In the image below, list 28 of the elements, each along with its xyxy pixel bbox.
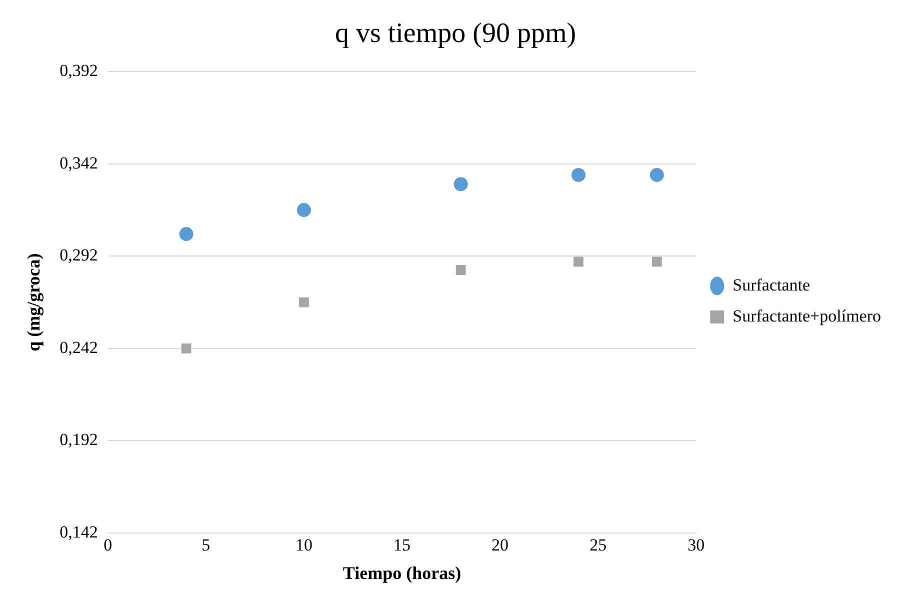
legend-label: Surfactante [732, 275, 810, 294]
point [179, 227, 194, 242]
y-axis-title: q (mg/groca) [23, 253, 44, 352]
point [298, 297, 309, 308]
chart-title: q vs tiempo (90 ppm) [334, 18, 576, 50]
y-tick-label: 0,242 [60, 338, 98, 357]
x-tick-label: 20 [492, 536, 509, 555]
point [296, 203, 311, 218]
point [454, 177, 468, 192]
x-tick-label: 30 [688, 536, 705, 555]
y-tick-label: 0,192 [60, 430, 98, 450]
y-tick-label: 0,142 [60, 522, 98, 542]
point [571, 168, 586, 182]
x-tick-label: 5 [202, 536, 210, 555]
x-tick-label: 15 [393, 536, 410, 555]
y-tick-label: 0,392 [60, 61, 98, 80]
x-tick-label: 25 [590, 536, 607, 555]
x-axis-title: Tiempo (horas) [342, 562, 462, 583]
point [456, 265, 466, 275]
point [181, 343, 192, 354]
legend-label: Surfactante+polímero [732, 306, 882, 326]
y-tick-label: 0,292 [60, 246, 98, 265]
point [652, 256, 662, 267]
point [650, 168, 664, 182]
x-tick-label: 10 [295, 536, 312, 555]
point [574, 256, 584, 267]
y-tick-label: 0,342 [60, 153, 98, 172]
x-tick-label: 0 [104, 536, 112, 555]
